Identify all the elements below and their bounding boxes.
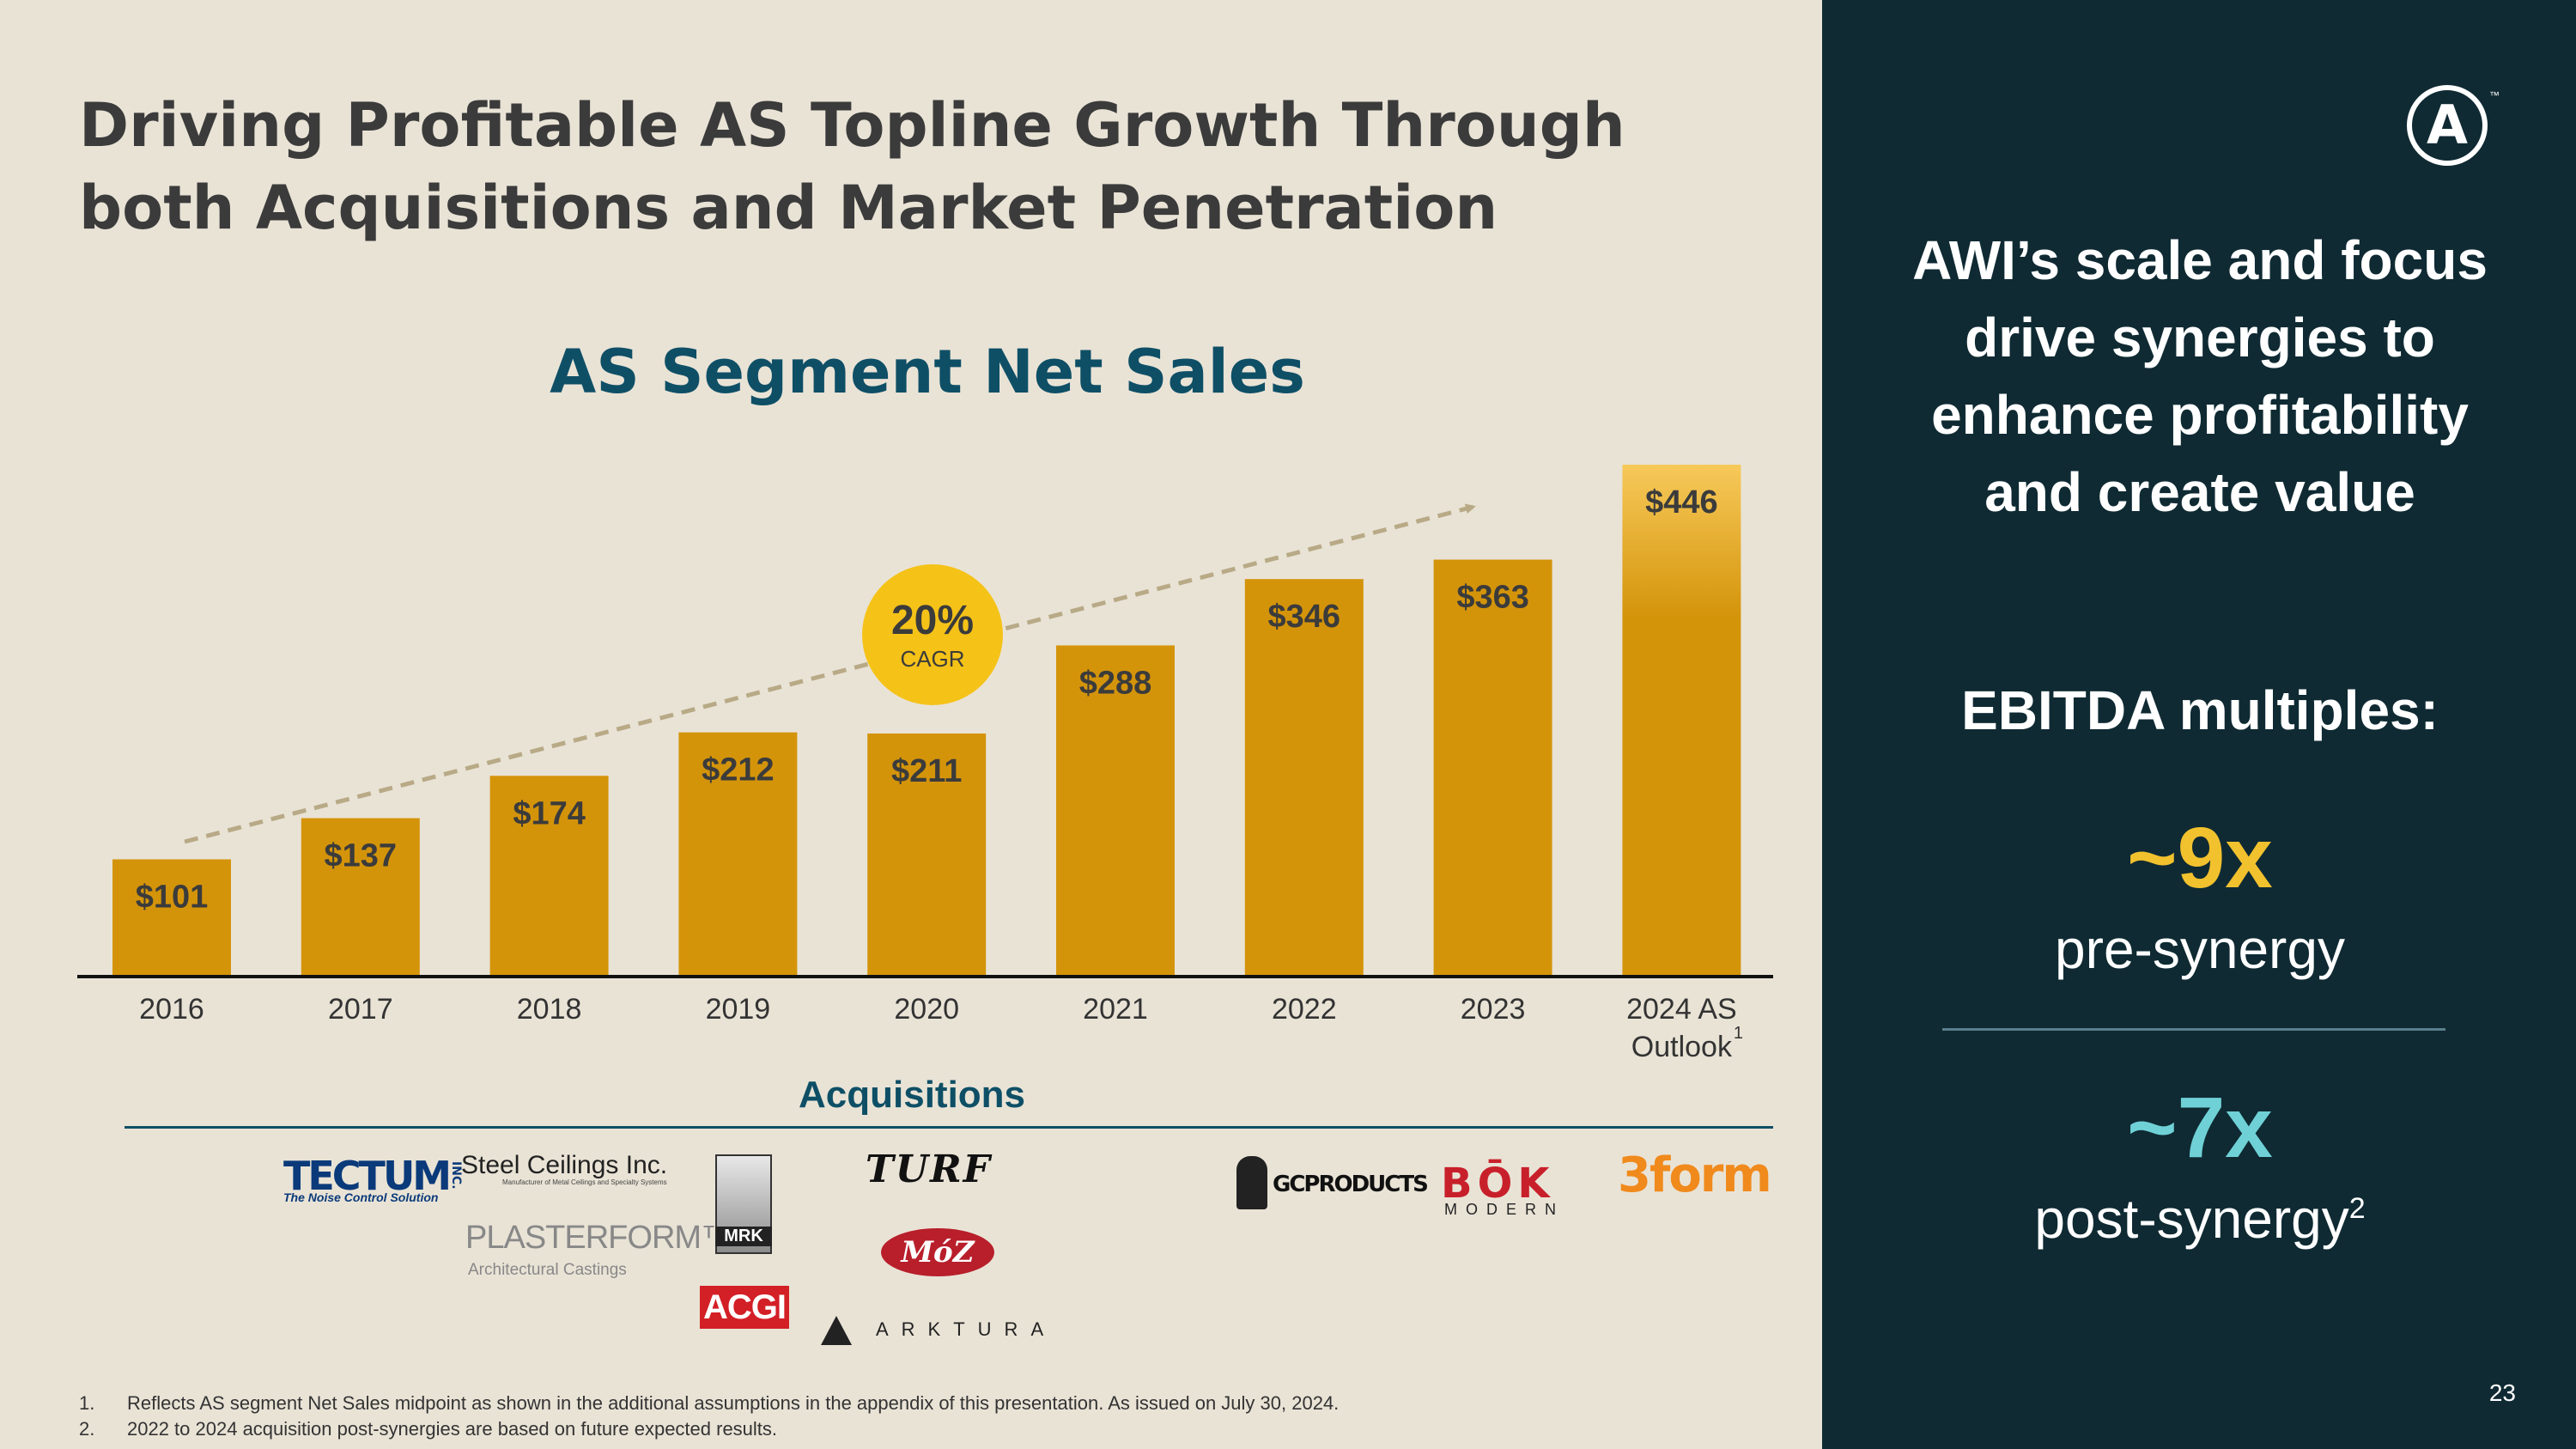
gc-products-logo: GCPRODUCTS: [1273, 1172, 1429, 1197]
steel-ceilings-logo: Steel Ceilings Inc.: [461, 1151, 668, 1179]
arktura-logo: ARKTURA: [876, 1318, 1057, 1340]
tick-label-2021: 2021: [1083, 993, 1148, 1026]
value-label-2016: $101: [136, 879, 209, 915]
bok-modern-logo: BŌK: [1441, 1160, 1555, 1208]
footnote-1-text: Reflects AS segment Net Sales midpoint a…: [127, 1392, 1340, 1414]
value-label-2017: $137: [325, 838, 398, 874]
pre-synergy-label: pre-synergy: [2055, 918, 2345, 980]
sidebar-panel: [1822, 0, 2576, 1449]
value-label-2018: $174: [513, 795, 586, 831]
ebitda-multiples-label: EBITDA multiples:: [1961, 679, 2439, 741]
3form-logo: 3form: [1618, 1148, 1772, 1203]
value-labels: $101 $137 $174 $212 $211 $288 $346 $363 $446: [136, 484, 1718, 915]
tick-label-2019: 2019: [706, 993, 771, 1026]
post-synergy-label-row: post-synergy2: [1865, 1187, 2535, 1251]
armstrong-logo-icon: A: [2407, 85, 2488, 166]
sidebar-headline: AWI’s scale and focus drive synergies to…: [1865, 222, 2535, 531]
bar-chart: $101 $137 $174 $212 $211 $288 $346 $363 $446 201…: [77, 465, 1773, 1063]
acquisitions-divider: [125, 1126, 1773, 1129]
bar-2020: [867, 733, 987, 975]
arktura-triangle-icon: [821, 1316, 852, 1345]
tectum-logo: TECTUMINC.: [283, 1153, 463, 1199]
chart-title: AS Segment Net Sales: [550, 337, 1305, 407]
value-label-2019: $212: [702, 752, 775, 788]
footnote-2-number: 2.: [79, 1418, 95, 1440]
page-number: 23: [2488, 1379, 2516, 1406]
bar-2017: [301, 818, 420, 975]
value-label-2020: $211: [891, 753, 962, 789]
tick-label-2017: 2017: [328, 993, 393, 1026]
value-label-2022: $346: [1268, 599, 1341, 635]
bar-2016: [112, 859, 231, 975]
bar-2023: [1433, 559, 1552, 975]
steel-ceilings-tagline: Manufacturer of Metal Ceilings and Speci…: [502, 1178, 667, 1186]
tick-label-2020: 2020: [894, 993, 959, 1026]
bar-2022: [1244, 579, 1364, 975]
tectum-logo-text: TECTUM: [283, 1153, 452, 1199]
slide-title-line-1: Driving Profitable AS Topline Growth Thr…: [79, 90, 1625, 161]
sidebar-divider: [1942, 1028, 2445, 1031]
acgi-logo: ACGI: [700, 1286, 789, 1329]
footnote-2: 2. 2022 to 2024 acquisition post-synergie…: [79, 1416, 1339, 1442]
sidebar-headline-line-1: AWI’s scale and focus: [1912, 229, 2488, 291]
post-synergy-footnote: 2: [2348, 1192, 2366, 1225]
trademark-symbol: ™: [2489, 89, 2500, 101]
post-synergy-multiple: ~7x: [2127, 1080, 2273, 1176]
mrk-logo: MRK: [715, 1227, 772, 1246]
tick-label-2016: 2016: [139, 993, 204, 1026]
bar-2021: [1056, 645, 1175, 975]
bar-2018: [489, 776, 609, 975]
tick-label-footnote: 1: [1734, 1024, 1743, 1043]
pre-synergy-multiple: ~9x: [2127, 810, 2273, 906]
slide-title: Driving Profitable AS Topline Growth Thr…: [79, 84, 1710, 249]
slide-title-line-2: both Acquisitions and Market Penetration: [79, 173, 1498, 243]
value-label-2023: $363: [1456, 580, 1529, 616]
bok-modern-tagline: MODERN: [1444, 1201, 1564, 1218]
bar-2019: [678, 732, 798, 975]
value-label-2024-as-outlook: $446: [1645, 484, 1718, 521]
cagr-label: CAGR: [900, 646, 964, 672]
tectum-tagline: The Noise Control Solution: [283, 1190, 439, 1204]
bars: [112, 465, 1741, 975]
sidebar-headline-line-2: drive synergies to: [1965, 307, 2435, 368]
tick-label-2024-outlook-line-2: Outlook: [1631, 1031, 1733, 1063]
cagr-bubble-circle: [862, 564, 1003, 705]
moz-logo: MóZ: [881, 1228, 994, 1276]
tick-label-2022: 2022: [1272, 993, 1337, 1026]
footnote-1-number: 1.: [79, 1392, 95, 1414]
tick-label-2018: 2018: [517, 993, 582, 1026]
cagr-value: 20%: [891, 598, 974, 643]
plasterform-tagline: Architectural Castings: [468, 1261, 627, 1279]
gc-products-icon: [1236, 1156, 1267, 1209]
footnotes: 1. Reflects AS segment Net Sales midpoint…: [79, 1391, 1339, 1442]
bar-2024-as-outlook: [1622, 465, 1741, 975]
tectum-inc-text: INC.: [449, 1161, 464, 1190]
post-synergy-label: post-synergy: [2034, 1188, 2349, 1250]
cagr-bubble: 20% CAGR: [862, 564, 1003, 705]
tick-label-2023: 2023: [1461, 993, 1526, 1026]
tick-label-2024-outlook-line-1: 2024 AS: [1626, 993, 1737, 1026]
content-panel: Driving Profitable AS Topline Growth Thr…: [77, 84, 1773, 1442]
x-tick-labels: 2016 2017 2018 2019 2020 2021 2022 2023 2024 AS O…: [139, 993, 1743, 1063]
turf-logo: TURF: [866, 1148, 992, 1191]
plasterform-logo: PLASTERFORM™: [465, 1220, 733, 1256]
sidebar-headline-line-3: enhance profitability: [1931, 384, 2469, 446]
sidebar-headline-line-4: and create value: [1984, 461, 2415, 523]
acquisitions-label: Acquisitions: [799, 1074, 1026, 1116]
value-label-2021: $288: [1079, 665, 1152, 701]
footnote-1: 1. Reflects AS segment Net Sales midpoint…: [79, 1391, 1339, 1416]
footnote-2-text: 2022 to 2024 acquisition post-synergies …: [127, 1418, 778, 1440]
